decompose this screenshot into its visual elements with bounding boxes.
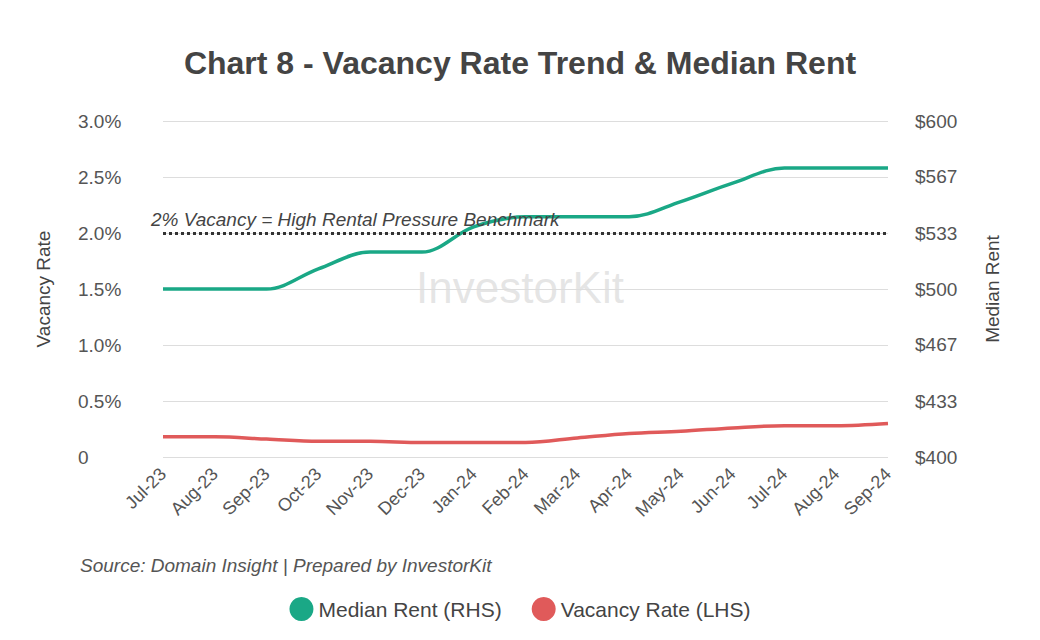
svg-text:$600: $600 bbox=[915, 111, 957, 132]
svg-text:Oct-23: Oct-23 bbox=[273, 464, 325, 516]
svg-text:2.0%: 2.0% bbox=[78, 223, 121, 244]
svg-text:0: 0 bbox=[78, 447, 89, 468]
svg-text:Jul-24: Jul-24 bbox=[743, 464, 792, 513]
svg-text:$467: $467 bbox=[915, 334, 957, 355]
svg-text:Apr-24: Apr-24 bbox=[584, 464, 636, 516]
svg-text:Vacancy Rate: Vacancy Rate bbox=[33, 231, 54, 348]
svg-text:2.5%: 2.5% bbox=[78, 167, 121, 188]
svg-text:InvestorKit: InvestorKit bbox=[416, 263, 624, 312]
svg-text:Vacancy Rate (LHS): Vacancy Rate (LHS) bbox=[561, 598, 751, 621]
svg-text:$533: $533 bbox=[915, 223, 957, 244]
svg-text:Jun-24: Jun-24 bbox=[687, 464, 740, 517]
svg-text:0.5%: 0.5% bbox=[78, 391, 121, 412]
svg-text:1.5%: 1.5% bbox=[78, 279, 121, 300]
svg-text:$567: $567 bbox=[915, 166, 957, 187]
svg-text:1.0%: 1.0% bbox=[78, 335, 121, 356]
svg-text:Chart 8 - Vacancy Rate Trend &: Chart 8 - Vacancy Rate Trend & Median Re… bbox=[184, 45, 857, 81]
svg-text:Sep-24: Sep-24 bbox=[840, 464, 895, 519]
svg-text:Jan-24: Jan-24 bbox=[428, 464, 481, 517]
svg-text:$433: $433 bbox=[915, 391, 957, 412]
svg-text:Sep-23: Sep-23 bbox=[218, 464, 273, 519]
svg-text:Mar-24: Mar-24 bbox=[530, 464, 584, 518]
svg-text:Median Rent (RHS): Median Rent (RHS) bbox=[318, 598, 501, 621]
svg-text:Jul-23: Jul-23 bbox=[121, 464, 170, 513]
svg-text:2% Vacancy = High Rental Press: 2% Vacancy = High Rental Pressure Benchm… bbox=[150, 209, 561, 230]
svg-text:Feb-24: Feb-24 bbox=[478, 464, 532, 518]
svg-text:Aug-23: Aug-23 bbox=[167, 464, 222, 519]
svg-text:3.0%: 3.0% bbox=[78, 111, 121, 132]
svg-text:Source: Domain Insight | Prepa: Source: Domain Insight | Prepared by Inv… bbox=[80, 555, 492, 576]
svg-text:Median Rent: Median Rent bbox=[982, 234, 1003, 342]
svg-text:$400: $400 bbox=[915, 447, 957, 468]
svg-text:Aug-24: Aug-24 bbox=[788, 464, 843, 519]
svg-text:$500: $500 bbox=[915, 279, 957, 300]
svg-text:Nov-23: Nov-23 bbox=[322, 464, 377, 519]
svg-text:Dec-23: Dec-23 bbox=[374, 464, 429, 519]
svg-text:May-24: May-24 bbox=[631, 464, 688, 521]
